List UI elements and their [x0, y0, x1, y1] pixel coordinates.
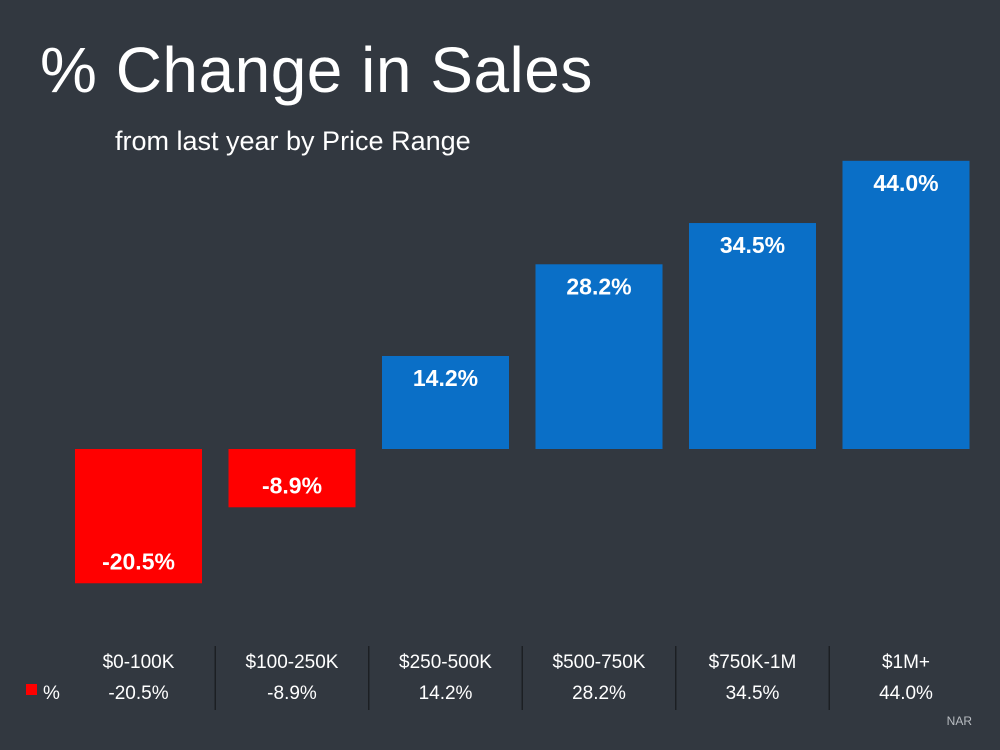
- bar-value-label-0: -20.5%: [102, 548, 175, 574]
- legend-swatch: [26, 684, 37, 695]
- bar-5: [842, 160, 970, 450]
- bar-2: [382, 355, 509, 449]
- category-label-3: $500-750K: [553, 652, 646, 673]
- bar-labels-group: -20.5% -8.9% 14.2% 28.2% 34.5% 44.0%: [102, 170, 939, 574]
- table-value-1: -8.9%: [267, 683, 317, 704]
- bar-value-label-2: 14.2%: [413, 365, 478, 391]
- bar-value-label-3: 28.2%: [566, 273, 631, 299]
- category-label-0: $0-100K: [103, 652, 175, 673]
- category-label-4: $750K-1M: [709, 652, 797, 673]
- bar-3: [535, 264, 663, 449]
- category-label-1: $100-250K: [246, 652, 339, 673]
- table-value-3: 28.2%: [572, 683, 626, 704]
- bar-value-label-5: 44.0%: [873, 170, 938, 196]
- category-label-2: $250-500K: [399, 652, 492, 673]
- source-note: NAR: [946, 714, 972, 728]
- bar-0: [75, 449, 202, 584]
- table-value-5: 44.0%: [879, 683, 933, 704]
- table-value-0: -20.5%: [108, 683, 168, 704]
- category-label-5: $1M+: [882, 652, 930, 673]
- bar-value-label-1: -8.9%: [262, 472, 322, 498]
- bar-1: [228, 449, 356, 508]
- page-subtitle: from last year by Price Range: [115, 126, 471, 156]
- data-table: $0-100K -20.5% $100-250K -8.9% $250-500K 14.2…: [26, 646, 933, 710]
- bars-group: [75, 160, 970, 584]
- page-title: % Change in Sales: [40, 34, 593, 106]
- legend-label: %: [43, 683, 60, 704]
- table-value-2: 14.2%: [419, 683, 473, 704]
- table-value-4: 34.5%: [726, 683, 780, 704]
- bar-4: [689, 223, 816, 449]
- bar-value-label-4: 34.5%: [720, 232, 785, 258]
